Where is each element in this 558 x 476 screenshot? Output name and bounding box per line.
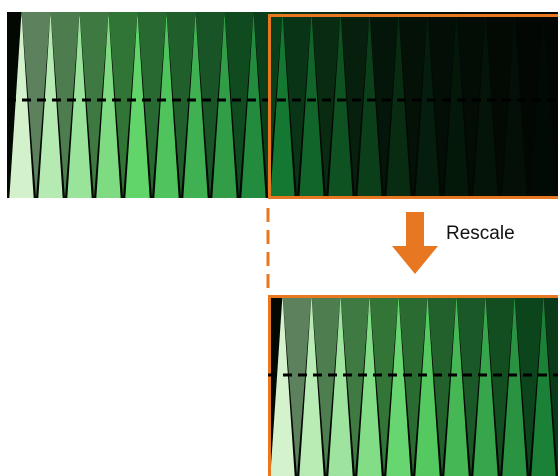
stripe (444, 295, 469, 476)
stripe (328, 295, 353, 476)
stripe (282, 295, 312, 476)
stripe (9, 12, 34, 198)
stripe (328, 12, 353, 198)
selection-box (268, 14, 558, 199)
stripe (357, 12, 382, 198)
stripe (415, 295, 440, 476)
stripe (212, 12, 237, 198)
stripe (456, 12, 486, 198)
stripe (398, 295, 428, 476)
stripe (386, 12, 411, 198)
original-image (7, 12, 558, 198)
stripe (514, 295, 544, 476)
stripe (485, 12, 515, 198)
stripe (311, 295, 341, 476)
stripe (502, 295, 527, 476)
stripe (386, 295, 411, 476)
stripe (38, 12, 63, 198)
stripe (514, 12, 544, 198)
stripe (241, 12, 266, 198)
stripe (398, 12, 428, 198)
stripe (270, 12, 295, 198)
stripe (444, 12, 469, 198)
stripe (79, 12, 109, 198)
rescale-label: Rescale (446, 223, 515, 244)
stripe (427, 12, 457, 198)
stripe (125, 12, 150, 198)
stripe (543, 12, 558, 198)
stripe (502, 12, 527, 198)
stripe (340, 295, 370, 476)
stripe (166, 12, 196, 198)
result-box (268, 295, 558, 476)
stripe (270, 295, 295, 476)
stripe (543, 295, 558, 476)
stripe (531, 12, 556, 198)
stripe (369, 295, 399, 476)
stripe (154, 12, 179, 198)
stripe (473, 12, 498, 198)
stripe (485, 295, 515, 476)
stripe (224, 12, 254, 198)
stripe (195, 12, 225, 198)
stripe (96, 12, 121, 198)
stripe (108, 12, 138, 198)
stripe (282, 12, 312, 198)
stripe (137, 12, 167, 198)
stripe (531, 295, 556, 476)
stripe (456, 295, 486, 476)
stripe (369, 12, 399, 198)
stripe (473, 295, 498, 476)
rescaled-image (268, 295, 558, 476)
stripe (415, 12, 440, 198)
stripe (357, 295, 382, 476)
stripe (340, 12, 370, 198)
stripe (427, 295, 457, 476)
stripe (311, 12, 341, 198)
arrow (392, 212, 438, 274)
stripe (299, 295, 324, 476)
stripe (299, 12, 324, 198)
stripe (21, 12, 51, 198)
stripe (50, 12, 80, 198)
stripe (183, 12, 208, 198)
stripe (67, 12, 92, 198)
